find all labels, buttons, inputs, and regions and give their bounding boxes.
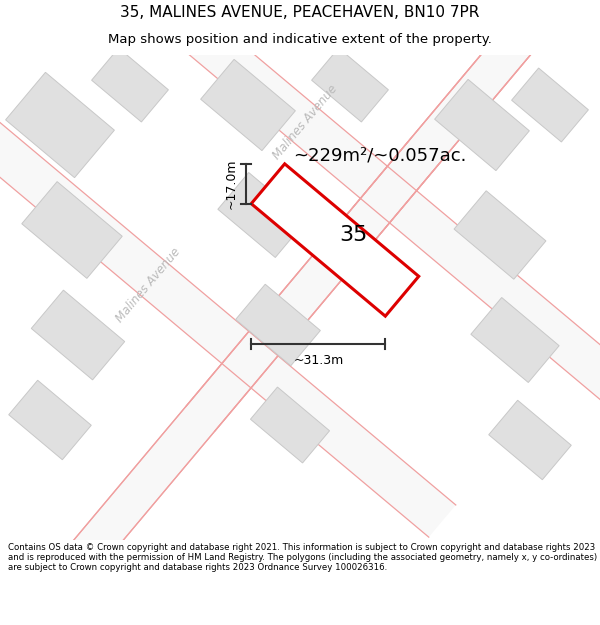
Polygon shape: [512, 68, 589, 142]
Text: Malines Avenue: Malines Avenue: [270, 82, 340, 162]
Text: 35, MALINES AVENUE, PEACEHAVEN, BN10 7PR: 35, MALINES AVENUE, PEACEHAVEN, BN10 7PR: [121, 4, 479, 19]
Polygon shape: [9, 380, 91, 460]
Polygon shape: [489, 400, 571, 480]
Polygon shape: [236, 284, 320, 366]
Polygon shape: [218, 173, 306, 258]
Polygon shape: [31, 290, 125, 380]
Text: ~17.0m: ~17.0m: [225, 159, 238, 209]
Text: Malines Avenue: Malines Avenue: [113, 245, 183, 325]
Text: ~31.3m: ~31.3m: [293, 354, 343, 367]
Text: 35: 35: [339, 225, 367, 245]
Text: Map shows position and indicative extent of the property.: Map shows position and indicative extent…: [108, 33, 492, 46]
Polygon shape: [22, 182, 122, 278]
Polygon shape: [250, 387, 329, 463]
Polygon shape: [92, 48, 169, 122]
Polygon shape: [454, 191, 546, 279]
Polygon shape: [0, 138, 440, 625]
Polygon shape: [434, 79, 529, 171]
Polygon shape: [200, 59, 295, 151]
Polygon shape: [57, 0, 568, 584]
Text: Contains OS data © Crown copyright and database right 2021. This information is : Contains OS data © Crown copyright and d…: [8, 542, 597, 572]
Polygon shape: [314, 0, 600, 278]
Polygon shape: [0, 23, 456, 537]
Polygon shape: [311, 48, 388, 122]
Polygon shape: [186, 0, 600, 431]
Polygon shape: [94, 0, 600, 457]
Polygon shape: [251, 164, 419, 316]
Polygon shape: [471, 298, 559, 382]
Text: ~229m²/~0.057ac.: ~229m²/~0.057ac.: [293, 146, 467, 164]
Polygon shape: [5, 72, 115, 178]
